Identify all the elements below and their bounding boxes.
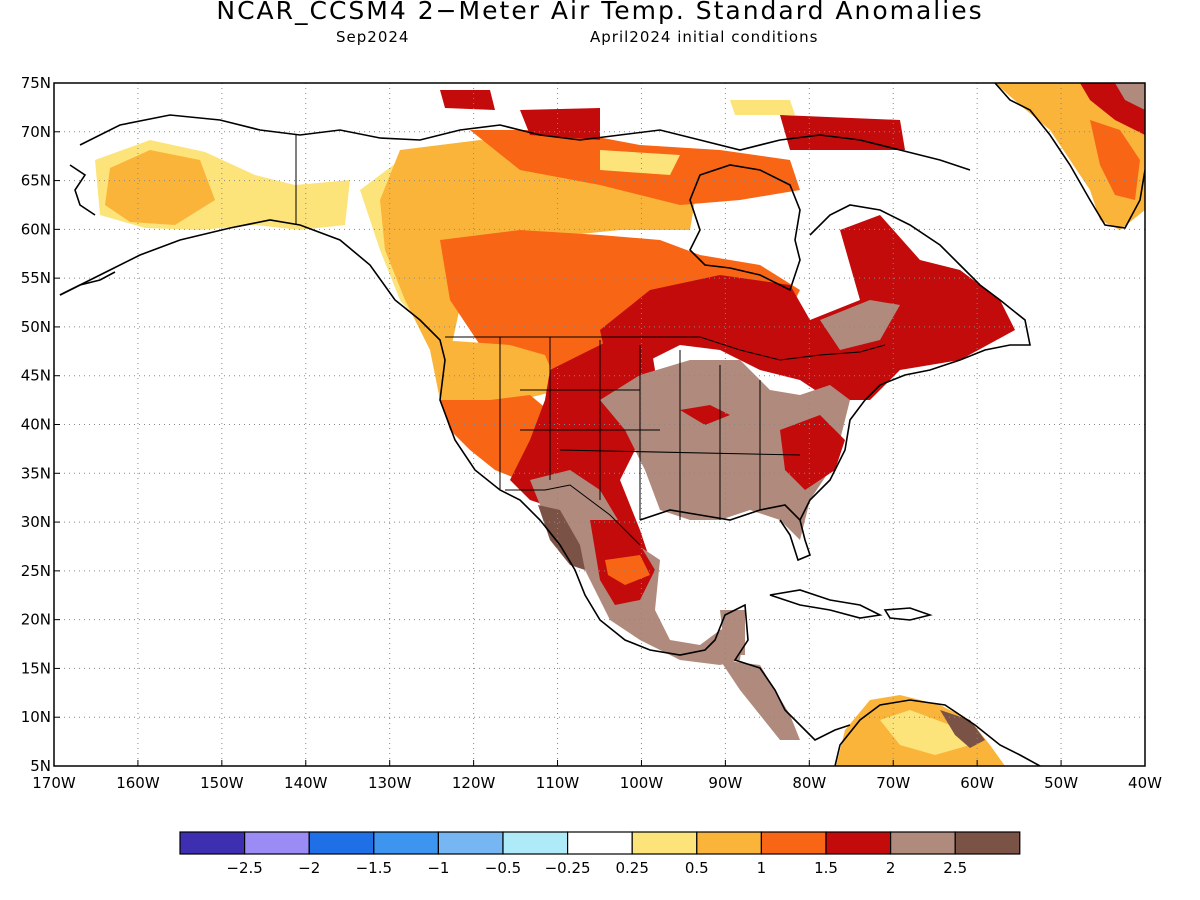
anomaly-ontario-quebec xyxy=(600,215,1015,400)
anomaly-baja-dark xyxy=(538,505,585,570)
map-title: NCAR_CCSM4 2−Meter Air Temp. Standard An… xyxy=(216,0,984,25)
lat-tick-label: 5N xyxy=(30,757,51,775)
colorbar-swatch xyxy=(889,831,956,855)
colorbar-label: −2 xyxy=(298,859,320,877)
lat-tick-label: 30N xyxy=(21,513,51,531)
lat-tick-label: 55N xyxy=(21,269,51,287)
political-borders xyxy=(295,135,886,546)
lat-tick-label: 60N xyxy=(21,220,51,238)
map-frame xyxy=(53,82,1146,767)
initial-conditions: April2024 initial conditions xyxy=(590,28,819,46)
colorbar-label: 2 xyxy=(886,859,896,877)
lat-tick-label: 25N xyxy=(21,562,51,580)
lon-tick-label: 160W xyxy=(116,774,160,792)
lat-tick-label: 70N xyxy=(21,123,51,141)
anomaly-bc-alberta xyxy=(380,140,700,400)
colorbar-label: −1.5 xyxy=(356,859,392,877)
anomaly-yucatan xyxy=(720,610,745,655)
lon-tick-label: 40W xyxy=(1128,774,1162,792)
coastlines xyxy=(59,83,1145,766)
lat-tick-label: 75N xyxy=(21,74,51,92)
anomaly-greenland xyxy=(995,83,1145,230)
colorbar-swatch xyxy=(308,831,375,855)
lat-tick-label: 10N xyxy=(21,708,51,726)
border-states-grid xyxy=(499,337,801,520)
colorbar-swatch xyxy=(954,831,1021,855)
colorbar-swatch xyxy=(760,831,827,855)
coastline-south-america xyxy=(834,699,1041,766)
lat-tick-label: 45N xyxy=(21,367,51,385)
colorbar-label: 0.5 xyxy=(685,859,709,877)
border-us-mexico xyxy=(505,484,641,546)
border-us-canada xyxy=(445,336,886,361)
latitude-labels: 5N 10N 15N 20N 25N 30N 35N 40N 45N 50N 55N 60N 65N 70… xyxy=(21,74,51,775)
lon-tick-label: 80W xyxy=(792,774,826,792)
lon-tick-label: 60W xyxy=(960,774,994,792)
colorbar-swatch xyxy=(502,831,569,855)
colorbar-swatch xyxy=(631,831,698,855)
lat-tick-label: 40N xyxy=(21,416,51,434)
coastline-hudson-bay xyxy=(689,164,801,292)
coastline-east xyxy=(799,204,1031,521)
lat-tick-label: 65N xyxy=(21,172,51,190)
lat-tick-label: 15N xyxy=(21,659,51,677)
anomaly-central-us xyxy=(600,360,850,540)
anomaly-shading xyxy=(95,83,1145,766)
colorbar-label: 1 xyxy=(757,859,767,877)
anomaly-ohio-valley-red xyxy=(780,415,845,490)
anomaly-baffin-red xyxy=(440,90,905,150)
coastline-alaska-peninsula xyxy=(59,164,116,296)
colorbar-swatch xyxy=(437,831,504,855)
lon-tick-label: 150W xyxy=(200,774,244,792)
coastline-arctic xyxy=(79,114,971,171)
colorbar-swatch xyxy=(696,831,762,855)
colorbar-label: 1.5 xyxy=(814,859,838,877)
colorbar-swatch xyxy=(566,831,633,855)
longitude-labels: 170W 160W 150W 140W 130W 120W 110W 100W 90W 80W 70… xyxy=(32,774,1162,792)
colorbar-label: −0.25 xyxy=(545,859,591,877)
colorbar-label: −0.5 xyxy=(485,859,521,877)
lon-tick-label: 110W xyxy=(536,774,580,792)
coastline-greenland xyxy=(994,83,1145,229)
anomaly-greenland-orange xyxy=(1090,120,1140,200)
colorbar-label: 2.5 xyxy=(943,859,967,877)
lon-tick-label: 50W xyxy=(1044,774,1078,792)
colorbar-label: −2.5 xyxy=(226,859,262,877)
lat-tick-label: 50N xyxy=(21,318,51,336)
lat-tick-label: 20N xyxy=(21,611,51,629)
colorbar-swatch xyxy=(179,831,246,855)
target-month: Sep2024 xyxy=(336,28,410,46)
colorbar-label: 0.25 xyxy=(615,859,648,877)
anomaly-venezuela-inner xyxy=(880,710,970,755)
colorbar-swatch xyxy=(373,831,439,855)
colorbar-labels: −2.5 −2 −1.5 −1 −0.5 −0.25 0.25 0.5 1 1.5 2 2.5 xyxy=(226,859,967,877)
anomaly-baffin-yellow xyxy=(600,100,795,175)
anomaly-central-america xyxy=(720,660,800,740)
colorbar-swatch xyxy=(825,831,892,855)
coastline-cuba xyxy=(769,589,883,619)
lon-tick-label: 140W xyxy=(284,774,328,792)
colorbar-label: −1 xyxy=(427,859,449,877)
lon-tick-label: 100W xyxy=(620,774,664,792)
anomaly-greenland-mauve xyxy=(1115,83,1145,110)
colorbar xyxy=(179,831,1021,855)
anomaly-mexico-orange xyxy=(605,555,650,585)
coastline-hispaniola xyxy=(883,607,933,621)
lon-tick-label: 170W xyxy=(32,774,76,792)
coastline-gulf xyxy=(639,504,811,562)
anomaly-venezuela-dark xyxy=(940,710,985,748)
lat-tick-label: 35N xyxy=(21,464,51,482)
coastline-north-america xyxy=(59,219,851,741)
lon-tick-label: 120W xyxy=(452,774,496,792)
lon-tick-label: 90W xyxy=(708,774,742,792)
anomaly-iowa-red xyxy=(680,405,730,425)
lon-tick-label: 130W xyxy=(368,774,412,792)
anomaly-nw-ontario-mauve xyxy=(820,300,900,350)
lon-tick-label: 70W xyxy=(876,774,910,792)
anomaly-alaska-orange xyxy=(105,150,215,225)
colorbar-swatch xyxy=(244,831,310,855)
